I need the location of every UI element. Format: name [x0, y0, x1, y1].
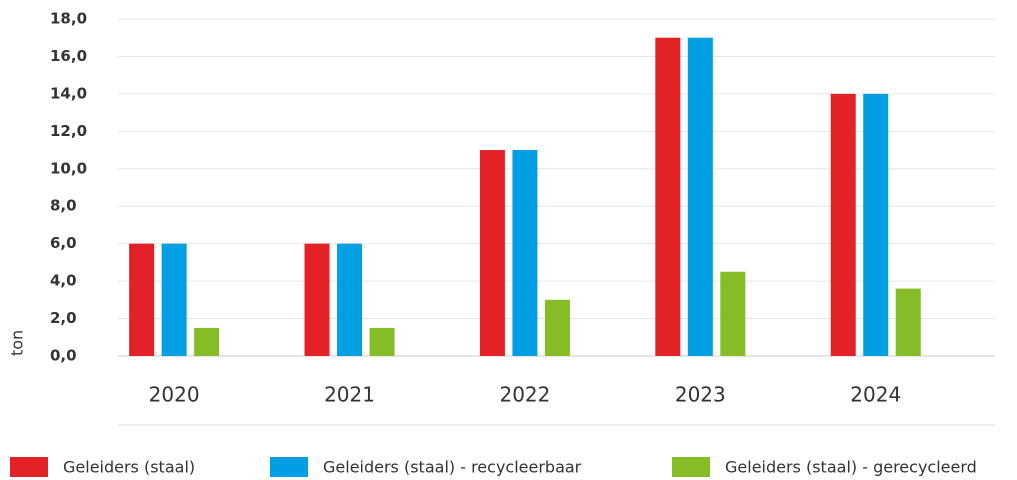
y-tick-label: 16,0: [50, 47, 87, 65]
y-tick-label: 4,0: [50, 272, 77, 290]
y-tick-label: 10,0: [50, 159, 87, 177]
legend-swatch: [10, 457, 48, 477]
bar: [544, 299, 570, 356]
x-tick-label: 2023: [675, 383, 726, 407]
bar: [129, 243, 155, 356]
y-tick-label: 8,0: [50, 197, 77, 215]
y-tick-label: 12,0: [50, 122, 87, 140]
bar: [687, 37, 713, 356]
legend-label: Geleiders (staal) - gerecycleerd: [725, 458, 977, 477]
bar: [337, 243, 363, 356]
legend-label: Geleiders (staal) - recycleerbaar: [323, 458, 582, 477]
bar: [479, 150, 505, 356]
bar: [161, 243, 187, 356]
x-tick-label: 2024: [850, 383, 901, 407]
legend-label: Geleiders (staal): [63, 458, 195, 477]
y-tick-label: 2,0: [50, 309, 77, 327]
bar: [304, 243, 330, 356]
y-tick-label: 14,0: [50, 84, 87, 102]
bar: [194, 327, 220, 356]
bar: [720, 271, 746, 356]
y-tick-label: 18,0: [50, 10, 87, 28]
x-tick-label: 2022: [499, 383, 550, 407]
y-tick-label: 0,0: [50, 347, 77, 365]
legend-swatch: [270, 457, 308, 477]
legend-swatch: [672, 457, 710, 477]
bar: [895, 288, 921, 356]
bar: [369, 327, 395, 356]
x-tick-label: 2020: [149, 383, 200, 407]
bar: [863, 93, 889, 356]
y-tick-label: 6,0: [50, 234, 77, 252]
bar: [512, 150, 538, 356]
x-tick-label: 2021: [324, 383, 375, 407]
bar: [655, 37, 681, 356]
y-axis-label: ton: [8, 330, 27, 356]
bar: [830, 93, 856, 356]
